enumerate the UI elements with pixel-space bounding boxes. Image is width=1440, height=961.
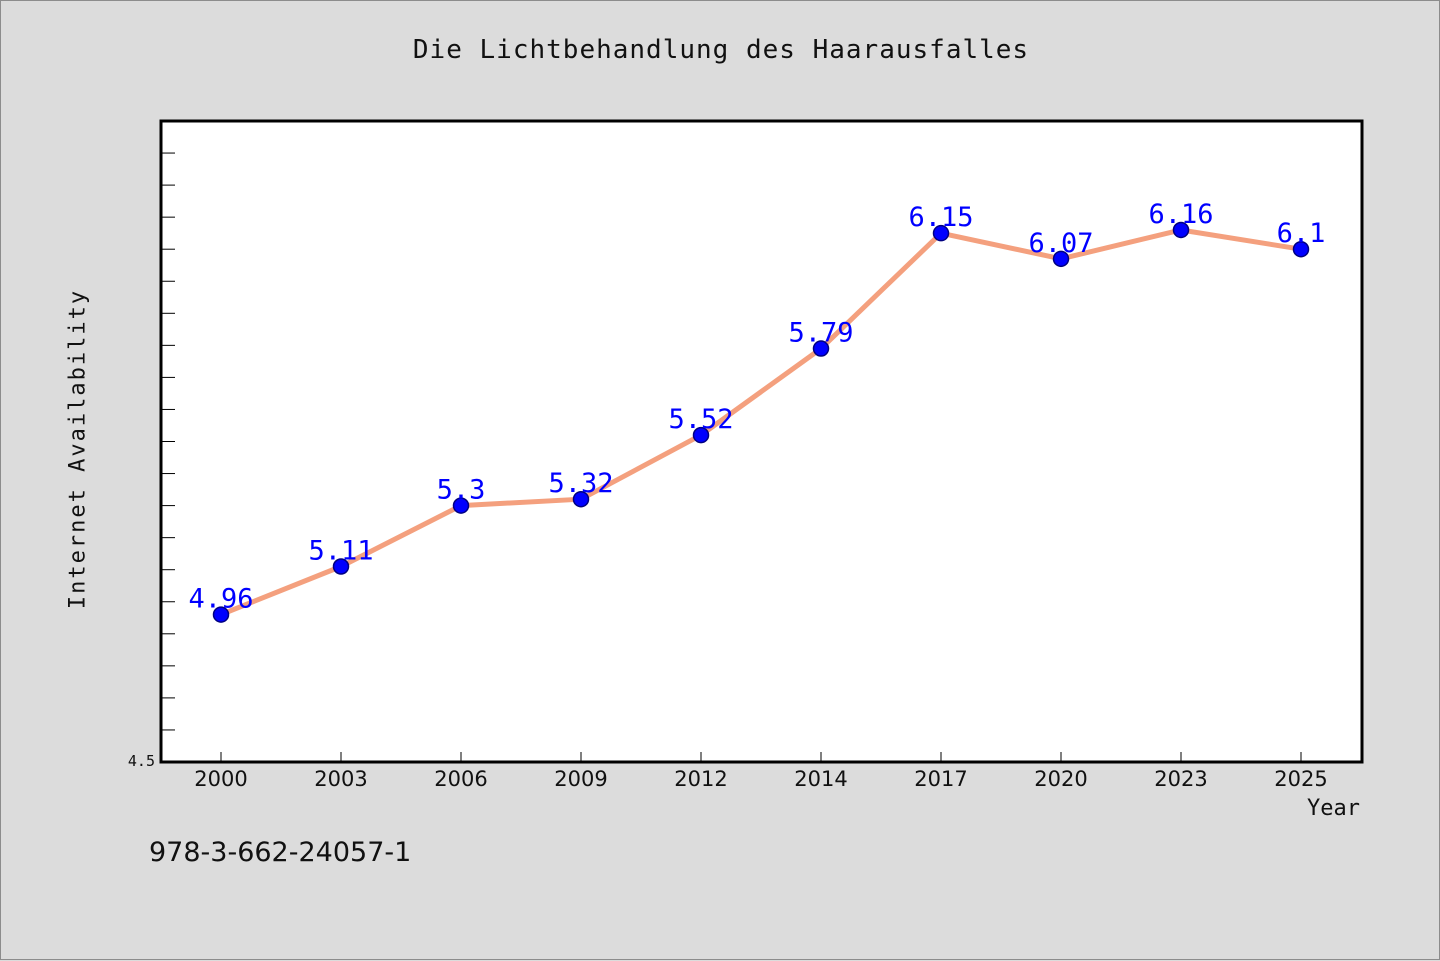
data-label: 6.1 xyxy=(1277,218,1326,249)
data-point xyxy=(452,497,470,514)
data-label: 6.15 xyxy=(908,202,973,233)
x-tick-label: 2020 xyxy=(1034,767,1087,791)
chart-title: Die Lichtbehandlung des Haarausfalles xyxy=(412,35,1030,65)
data-label: 4.96 xyxy=(188,584,253,615)
plot-area xyxy=(159,119,1364,764)
data-label: 6.16 xyxy=(1148,199,1213,230)
x-tick-label: 2003 xyxy=(314,767,367,791)
x-axis-label: Year xyxy=(1307,796,1360,821)
data-point xyxy=(1292,240,1310,258)
isbn-text: 978-3-662-24057-1 xyxy=(149,837,412,868)
data-label: 5.79 xyxy=(788,318,853,349)
data-point xyxy=(212,606,230,623)
x-tick-label: 2006 xyxy=(434,767,487,791)
x-tick-label: 2017 xyxy=(914,767,967,791)
data-point xyxy=(932,224,950,242)
x-tick-label: 2023 xyxy=(1154,767,1207,791)
data-label: 5.52 xyxy=(668,404,733,435)
x-tick-label: 2025 xyxy=(1274,767,1327,791)
y-tick-label: 4.5 xyxy=(128,752,155,770)
data-point xyxy=(1052,250,1070,268)
x-tick-label: 2014 xyxy=(794,767,847,791)
data-point xyxy=(572,490,590,508)
data-point xyxy=(692,426,710,444)
series-line xyxy=(218,227,1304,618)
data-point xyxy=(332,558,350,575)
x-tick-label: 2012 xyxy=(674,767,727,791)
data-point xyxy=(812,340,830,357)
x-tick-label: 2009 xyxy=(554,767,607,791)
data-point xyxy=(1172,221,1190,239)
data-label: 5.11 xyxy=(308,535,373,566)
data-label: 6.07 xyxy=(1028,228,1093,259)
x-tick-label: 2000 xyxy=(194,767,247,791)
data-label: 5.32 xyxy=(548,468,613,499)
data-label: 5.3 xyxy=(437,475,486,506)
